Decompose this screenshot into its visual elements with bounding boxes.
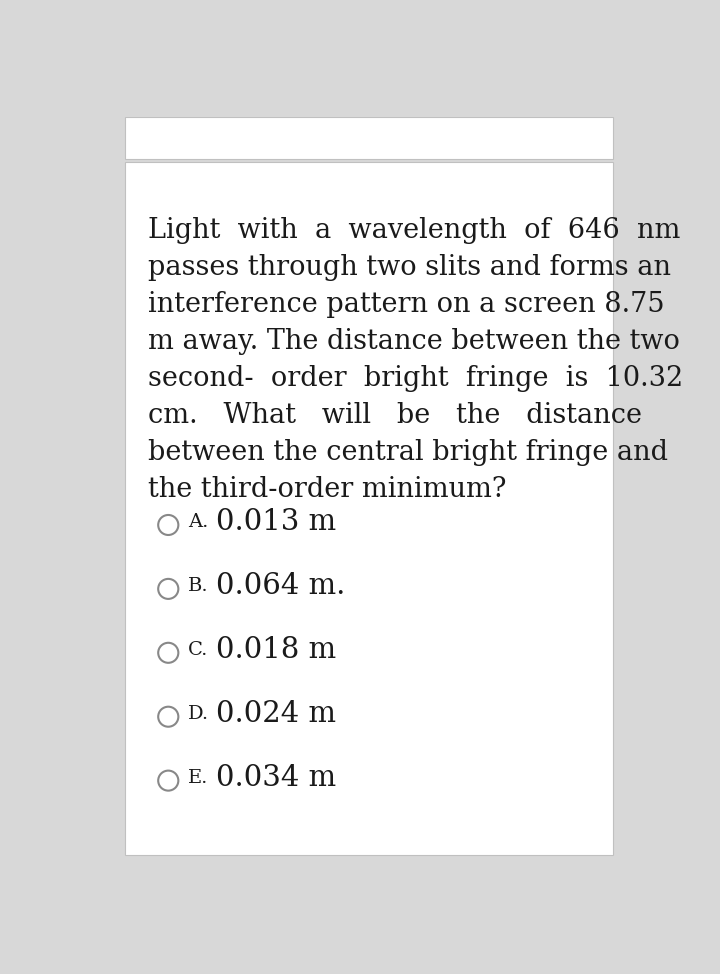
Circle shape — [158, 643, 179, 663]
Text: 0.013 m: 0.013 m — [216, 507, 336, 536]
Text: passes through two slits and forms an: passes through two slits and forms an — [148, 254, 671, 281]
Bar — [125, 162, 613, 854]
Text: Light  with  a  wavelength  of  646  nm: Light with a wavelength of 646 nm — [148, 217, 680, 244]
Text: m away. The distance between the two: m away. The distance between the two — [148, 328, 680, 355]
Text: 0.034 m: 0.034 m — [216, 764, 336, 792]
Text: C.: C. — [188, 641, 208, 658]
Text: 0.064 m.: 0.064 m. — [216, 572, 346, 600]
Text: between the central bright fringe and: between the central bright fringe and — [148, 438, 668, 466]
Text: A.: A. — [188, 513, 208, 531]
Circle shape — [158, 579, 179, 599]
Text: interference pattern on a screen 8.75: interference pattern on a screen 8.75 — [148, 291, 665, 318]
Text: the third-order minimum?: the third-order minimum? — [148, 475, 507, 503]
Circle shape — [158, 770, 179, 791]
Text: cm.   What   will   be   the   distance: cm. What will be the distance — [148, 402, 642, 429]
Text: second-  order  bright  fringe  is  10.32: second- order bright fringe is 10.32 — [148, 365, 683, 392]
Circle shape — [158, 707, 179, 727]
Text: 0.024 m: 0.024 m — [216, 699, 336, 728]
Text: D.: D. — [188, 704, 209, 723]
Text: 0.018 m: 0.018 m — [216, 636, 336, 663]
Text: E.: E. — [188, 768, 208, 787]
Bar — [125, 117, 613, 159]
Text: B.: B. — [188, 577, 208, 595]
Circle shape — [158, 515, 179, 535]
